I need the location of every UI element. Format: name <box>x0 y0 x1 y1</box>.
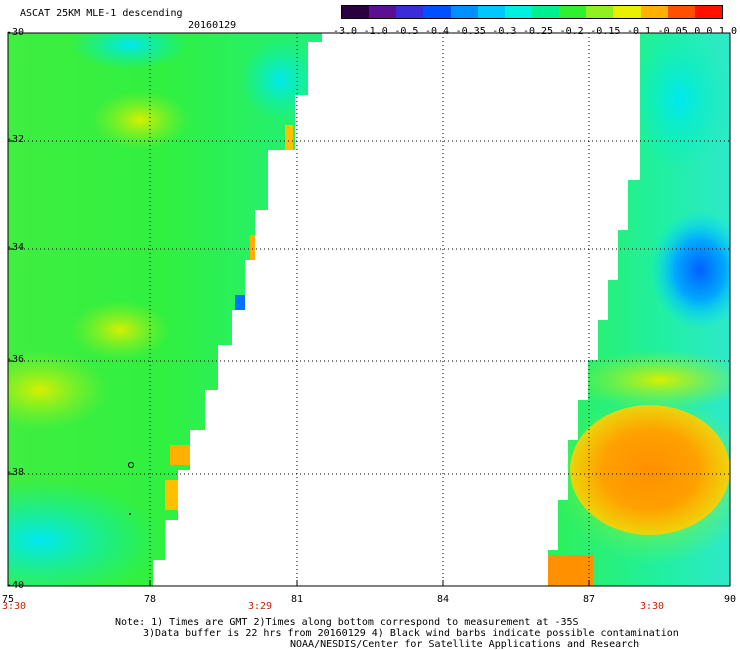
x-axis-label: 75 <box>2 594 15 605</box>
colorbar-label: -0.35 <box>455 26 486 37</box>
colorbar-segment <box>586 6 614 18</box>
colorbar-segment <box>640 6 668 18</box>
map-title: ASCAT 25KM MLE-1 descending <box>20 8 183 19</box>
right-swath <box>548 33 730 586</box>
y-axis-label: -36 <box>6 354 25 365</box>
footnote-line-1: Note: 1) Times are GMT 2)Times along bot… <box>115 617 579 628</box>
map-date: 20160129 <box>188 20 237 31</box>
graticule <box>8 33 730 586</box>
colorbar-segment <box>477 6 505 18</box>
colorbar-segment <box>450 6 478 18</box>
time-label: 3:30 <box>2 601 27 612</box>
x-axis-label: 87 <box>583 594 596 605</box>
tick-marks <box>8 140 590 586</box>
colorbar-label: -0.5 <box>394 26 419 37</box>
colorbar-label: -0.1 <box>626 26 652 37</box>
y-axis-label: -40 <box>6 580 25 591</box>
colorbar-label: -0.25 <box>522 26 554 37</box>
colorbar-segment <box>369 6 397 18</box>
footnote-line-2: 3)Data buffer is 22 hrs from 20160129 4)… <box>143 628 679 639</box>
left-swath <box>8 33 322 586</box>
time-label: 3:29 <box>248 601 273 612</box>
colorbar-segment <box>613 6 641 18</box>
colorbar-label: -0.3 <box>492 26 517 37</box>
y-axis-label: -32 <box>6 134 25 145</box>
map-frame <box>7 32 731 587</box>
contamination-marker <box>129 513 131 515</box>
colorbar-label: -1.0 <box>363 26 388 37</box>
colorbar-label: -0.2 <box>559 26 584 37</box>
x-axis-label: 90 <box>724 594 737 605</box>
colorbar-labels: -3.0 -1.0 -0.5 -0.4 -0.35 -0.3 -0.25 -0.… <box>333 26 737 37</box>
colorbar-segment <box>396 6 424 18</box>
colorbar-label: -0.4 <box>424 26 450 37</box>
contamination-marker <box>128 462 134 468</box>
x-axis-label: 84 <box>437 594 450 605</box>
colorbar-segment <box>667 6 695 18</box>
y-axis-label: -34 <box>6 242 25 253</box>
colorbar-segment <box>694 6 722 18</box>
colorbar-segment <box>559 6 587 18</box>
colorbar-label: 1.0 <box>718 26 737 37</box>
footnote-line-3: NOAA/NESDIS/Center for Satellite Applica… <box>290 639 640 650</box>
colorbar-segment <box>423 6 451 18</box>
y-axis-label: -30 <box>6 27 25 38</box>
x-axis-label: 78 <box>144 594 157 605</box>
colorbar-segment <box>504 6 532 18</box>
colorbar-label: -0.05 <box>657 26 688 37</box>
colorbar-segment <box>531 6 560 18</box>
colorbar-label: 0.0 <box>694 26 713 37</box>
colorbar-label: -3.0 <box>333 26 358 37</box>
colorbar-segment <box>342 6 370 18</box>
x-axis-label: 81 <box>291 594 304 605</box>
time-label: 3:30 <box>640 601 665 612</box>
colorbar <box>341 5 723 19</box>
y-axis-label: -38 <box>6 467 25 478</box>
colorbar-label: -0.15 <box>590 26 621 37</box>
